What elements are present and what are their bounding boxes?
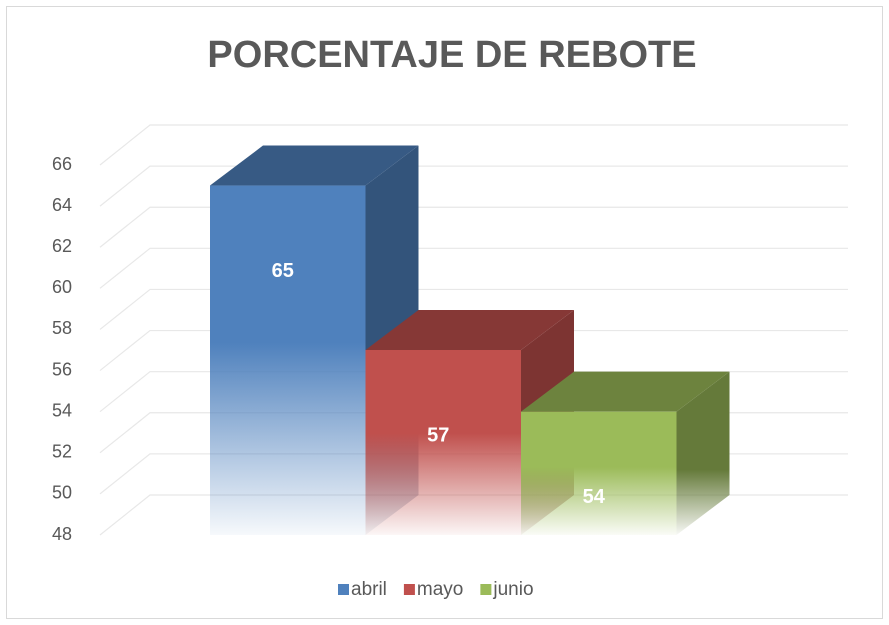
grid-line	[99, 206, 848, 248]
bar-front	[521, 411, 677, 535]
y-tick-label: 48	[52, 524, 72, 544]
legend-swatch	[338, 584, 349, 595]
y-tick-label: 58	[52, 318, 72, 338]
bar-front	[365, 350, 521, 535]
grid-line	[99, 165, 848, 207]
chart-title: PORCENTAJE DE REBOTE	[207, 34, 696, 76]
grid-line	[99, 124, 848, 166]
bar-top	[365, 310, 574, 350]
grid-line	[99, 247, 848, 289]
bar-top	[521, 371, 730, 412]
legend-label: abril	[351, 579, 387, 600]
y-tick-label: 52	[52, 442, 72, 462]
bar-front	[210, 185, 366, 536]
data-label: 65	[272, 260, 294, 282]
y-tick-label: 54	[52, 400, 72, 420]
data-label: 57	[427, 424, 449, 446]
bar-top	[210, 145, 419, 186]
y-tick-label: 66	[52, 154, 72, 174]
y-tick-label: 62	[52, 236, 72, 256]
grid-line	[99, 288, 848, 330]
y-tick-label: 60	[52, 277, 72, 297]
grid-line	[99, 329, 848, 372]
legend-swatch	[480, 584, 492, 595]
legend-label: mayo	[417, 579, 463, 600]
legend-label: junio	[492, 579, 533, 600]
data-label: 54	[583, 486, 606, 508]
y-tick-label: 64	[52, 195, 72, 215]
bar	[521, 371, 730, 535]
y-tick-label: 56	[52, 359, 72, 379]
legend-swatch	[403, 584, 415, 595]
y-tick-label: 50	[52, 483, 72, 503]
bar-side	[676, 371, 730, 535]
